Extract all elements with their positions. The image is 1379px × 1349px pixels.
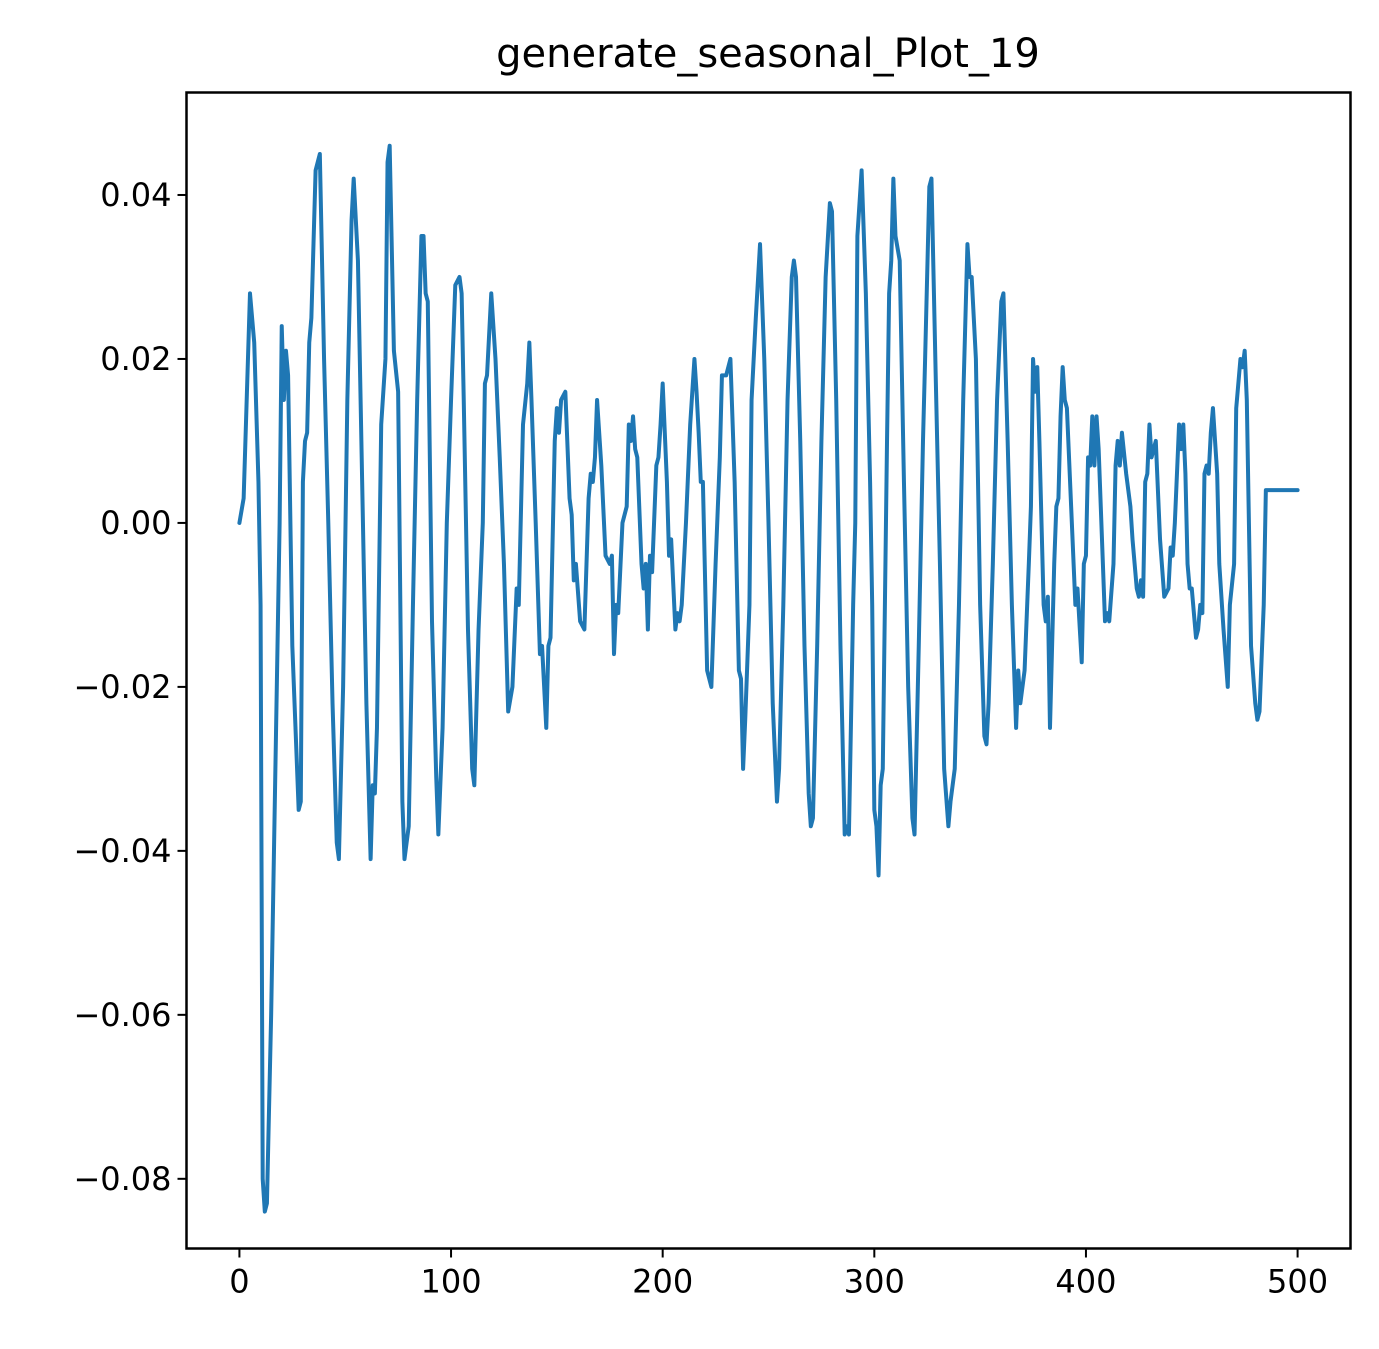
x-tick-label: 500: [1267, 1263, 1328, 1301]
y-tick-label: −0.02: [73, 668, 171, 706]
x-tick-label: 300: [844, 1263, 905, 1301]
y-axis: 0.04 0.02 0.00 −0.02 −0.04 −0.06 −0.08: [73, 176, 187, 1198]
y-tick-label: −0.08: [73, 1160, 171, 1198]
plot-frame: [185, 91, 1352, 1250]
x-tick-label: 0: [229, 1263, 249, 1301]
y-tick-label: −0.06: [73, 996, 171, 1034]
chart-title: generate_seasonal_Plot_19: [496, 31, 1040, 77]
x-tick-label: 400: [1055, 1263, 1116, 1301]
plot-series: [237, 143, 1300, 1214]
y-tick-label: 0.00: [100, 504, 171, 542]
series-line: [237, 143, 1300, 1214]
x-axis: 0 100 200 300 400 500: [229, 1248, 1328, 1301]
y-tick-label: 0.04: [100, 176, 171, 214]
y-tick-label: 0.02: [100, 340, 171, 378]
y-tick-label: −0.04: [73, 832, 171, 870]
x-tick-label: 100: [421, 1263, 482, 1301]
x-tick-label: 200: [632, 1263, 693, 1301]
